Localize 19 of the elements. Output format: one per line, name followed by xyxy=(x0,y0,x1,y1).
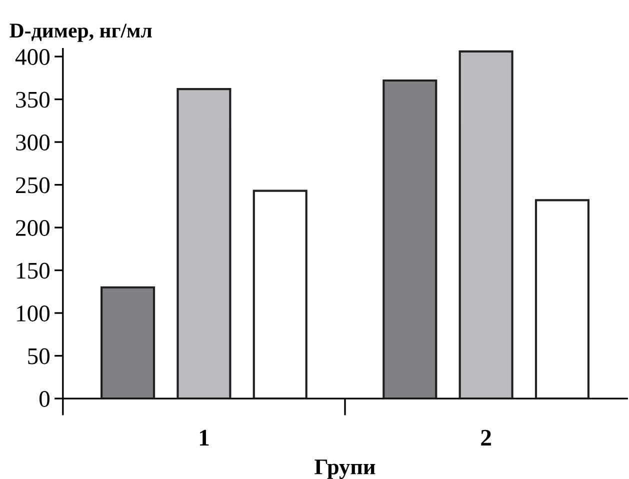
y-tick-label: 400 xyxy=(15,49,50,65)
y-axis-title: D-димер, нг/мл xyxy=(10,24,152,42)
bar xyxy=(252,190,308,399)
y-tick-label: 50 xyxy=(28,348,50,364)
y-tick-label: 300 xyxy=(16,134,50,150)
y-tick-label: 250 xyxy=(16,177,50,194)
bar xyxy=(382,79,438,399)
x-tick-label: 2 xyxy=(481,430,491,446)
bar xyxy=(534,199,590,399)
y-tick-label: 350 xyxy=(16,92,50,108)
y-tick-label: 100 xyxy=(17,306,50,322)
bar xyxy=(176,88,232,399)
x-axis-title: Групи xyxy=(314,460,376,479)
y-tick-label: 150 xyxy=(17,262,50,279)
bar xyxy=(100,286,156,399)
bar xyxy=(458,50,514,399)
y-tick-label: 0 xyxy=(39,391,50,407)
x-tick-label: 1 xyxy=(200,430,209,446)
y-tick-label: 200 xyxy=(16,220,50,236)
